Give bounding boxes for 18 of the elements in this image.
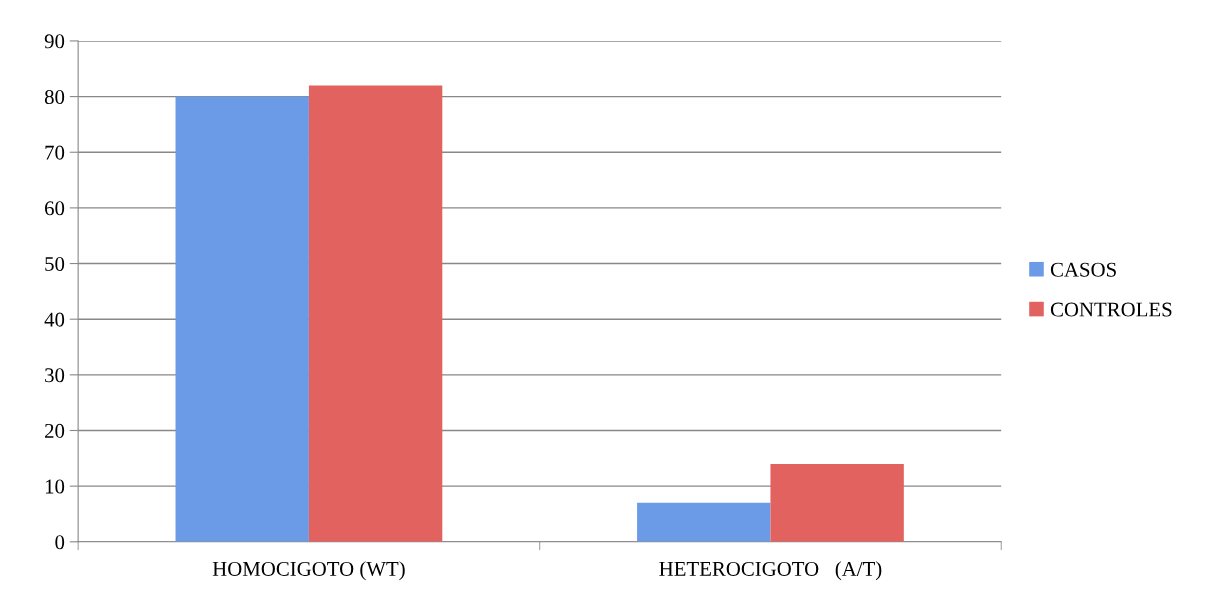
y-tick-label: 40: [44, 312, 65, 327]
y-tick-label: 20: [45, 423, 65, 438]
legend-label: CASOS: [1050, 262, 1116, 277]
y-tick-label: 50: [45, 256, 65, 271]
bar: [175, 96, 309, 542]
legend-label: CONTROLES: [1050, 302, 1172, 317]
y-tick-label: 60: [45, 201, 65, 216]
bar: [637, 502, 771, 542]
y-tick-label: 80: [44, 89, 65, 105]
bar: [308, 85, 443, 542]
bar: [770, 463, 904, 542]
x-tick-label: HOMOCIGOTO (WT): [212, 561, 405, 581]
x-tick-label: HETEROCIGOTO (A/T): [659, 561, 882, 581]
y-tick-label: 10: [45, 479, 65, 494]
y-tick-label: 0: [55, 535, 65, 550]
y-tick-label: 70: [45, 145, 65, 160]
y-tick-label: 30: [45, 368, 65, 383]
y-tick-label: 90: [44, 34, 65, 49]
